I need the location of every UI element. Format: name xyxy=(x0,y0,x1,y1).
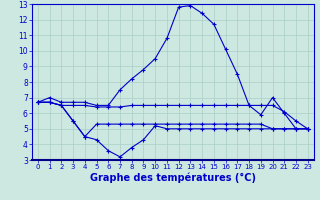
X-axis label: Graphe des températures (°C): Graphe des températures (°C) xyxy=(90,173,256,183)
